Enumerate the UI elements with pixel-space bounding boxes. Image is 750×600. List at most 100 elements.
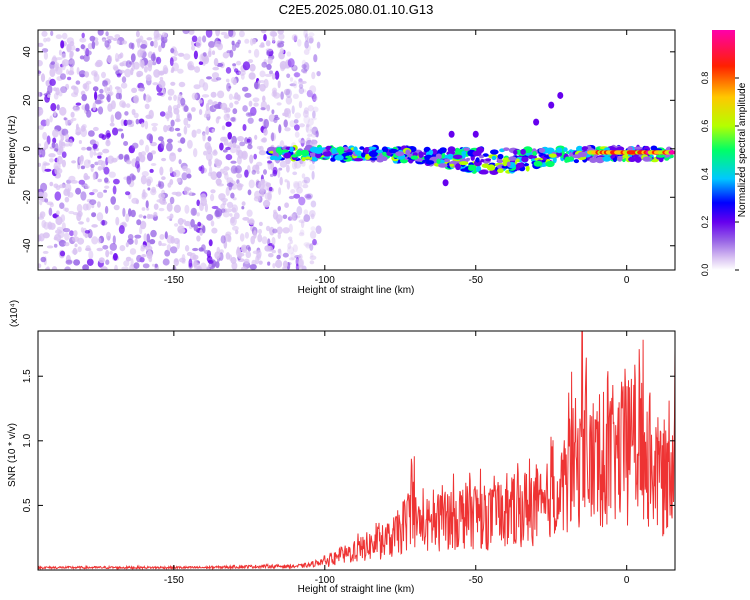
spectrogram-cell <box>359 146 365 150</box>
spectrogram-cell <box>475 157 480 163</box>
spectrogram-cell <box>301 157 306 162</box>
spectrogram-cell <box>282 214 288 220</box>
spectrogram-cell <box>92 102 97 111</box>
spectrogram-cell <box>118 69 126 74</box>
spectrogram-cell <box>170 119 175 127</box>
spectrogram-cell <box>308 164 315 171</box>
spectrogram-cell <box>43 51 49 60</box>
spectrogram-cell <box>266 50 270 56</box>
spectrogram-cell <box>80 127 88 138</box>
spectrogram-cell <box>61 59 70 67</box>
x-tick-label: -150 <box>164 575 184 586</box>
spectrogram-cell <box>202 225 206 234</box>
spectrogram-cell <box>119 100 126 108</box>
spectrogram-cell <box>166 202 173 212</box>
spectrogram-cell <box>174 223 179 227</box>
snr-frame <box>37 330 676 571</box>
spectrogram-cell <box>227 132 232 140</box>
spectrogram-cell <box>47 85 53 94</box>
spectrogram-cell <box>269 70 273 75</box>
spectrogram-cell <box>183 186 190 196</box>
spectrogram-cell <box>307 105 314 112</box>
spectrogram-cell <box>90 163 95 168</box>
spectrogram-cell <box>42 131 48 140</box>
spectrogram-cell <box>309 255 317 260</box>
spectrogram-cell <box>89 35 96 42</box>
spectrogram-cell <box>193 84 201 90</box>
spectrogram-cell <box>75 80 81 85</box>
spectrogram-cell <box>123 260 130 267</box>
spectrogram-cell <box>668 150 675 155</box>
spectrogram-cell <box>76 204 83 213</box>
spectrogram-cell <box>105 139 111 147</box>
snr-x-axis-label: Height of straight line (km) <box>298 584 415 595</box>
spectrogram-cell <box>102 245 109 250</box>
spectrogram-cell <box>253 48 260 58</box>
spectrogram-cell <box>183 53 191 60</box>
spectrogram-cell <box>503 147 510 151</box>
spectrogram-cell <box>41 220 47 228</box>
spectrogram-cell <box>300 149 310 157</box>
spectrogram-cell <box>176 177 181 183</box>
spectrogram-cell <box>260 107 266 111</box>
spectrogram-cell <box>200 196 207 207</box>
spectrogram-cell <box>105 259 110 266</box>
spectrogram-cell <box>231 40 235 46</box>
spectrogram-y-axis-label: Frequency (Hz) <box>7 116 18 185</box>
spectrogram-cell <box>463 147 470 151</box>
spectrogram-cell <box>72 236 80 243</box>
spectrogram-cell <box>280 149 290 153</box>
spectrogram-cell <box>116 40 120 45</box>
spectrogram-cell <box>181 254 186 262</box>
spectrogram-cell <box>466 157 471 161</box>
spectrogram-cell <box>183 125 188 135</box>
spectrogram-cell <box>156 92 164 96</box>
spectrogram-cell <box>118 225 125 234</box>
spectrogram-cell <box>46 266 50 270</box>
spectrogram-cell <box>485 158 492 162</box>
spectrogram-cell <box>86 217 90 223</box>
spectrogram-cell <box>491 155 497 161</box>
spectrogram-cell <box>49 68 56 77</box>
spectrogram-cell <box>269 226 275 236</box>
spectrogram-cell <box>225 252 231 260</box>
spectrogram-cell <box>455 163 461 171</box>
spectrogram-cell <box>204 203 208 213</box>
spectrogram-cell <box>43 37 48 43</box>
spectrogram-cell <box>109 250 113 255</box>
spectrogram-cell <box>242 86 249 92</box>
spectrogram-cell <box>213 58 219 67</box>
spectrogram-cell <box>241 150 248 160</box>
spectrogram-cell <box>395 151 405 157</box>
spectrogram-cell <box>287 246 295 255</box>
spectrogram-cell <box>438 163 448 168</box>
spectrogram-cell <box>208 239 213 247</box>
spectrogram-cell <box>65 133 70 141</box>
spectrogram-cell <box>187 113 193 122</box>
spectrogram-cell <box>263 128 268 136</box>
spectrogram-cell <box>125 242 129 248</box>
spectrogram-cell <box>237 182 241 187</box>
spectrogram-cell <box>282 112 287 117</box>
spectrogram-cell <box>303 242 311 247</box>
spectrogram-cell <box>164 249 171 257</box>
spectrogram-cell <box>289 120 296 128</box>
spectrogram-cell <box>304 33 309 42</box>
spectrogram-cell <box>42 250 49 254</box>
spectrogram-cell <box>210 220 215 227</box>
spectrogram-cell <box>40 182 48 192</box>
spectrogram-cell <box>452 154 463 160</box>
spectrogram-cell <box>283 119 288 128</box>
spectrogram-cell <box>165 111 171 116</box>
spectrogram-cell <box>211 205 219 210</box>
spectrogram-cell <box>310 200 317 208</box>
snr-background <box>38 331 675 570</box>
spectrogram-cell <box>628 156 636 162</box>
spectrogram-cell <box>263 169 267 175</box>
spectrogram-cell <box>208 263 212 268</box>
x-tick-label: -50 <box>469 575 484 586</box>
spectrogram-cell <box>655 154 666 158</box>
spectrogram-cell <box>145 74 152 82</box>
spectrogram-cell <box>277 232 281 239</box>
spectrogram-panel: -150 -100 -50 0 -40 -20 0 20 40 Height of strai… <box>7 29 676 296</box>
